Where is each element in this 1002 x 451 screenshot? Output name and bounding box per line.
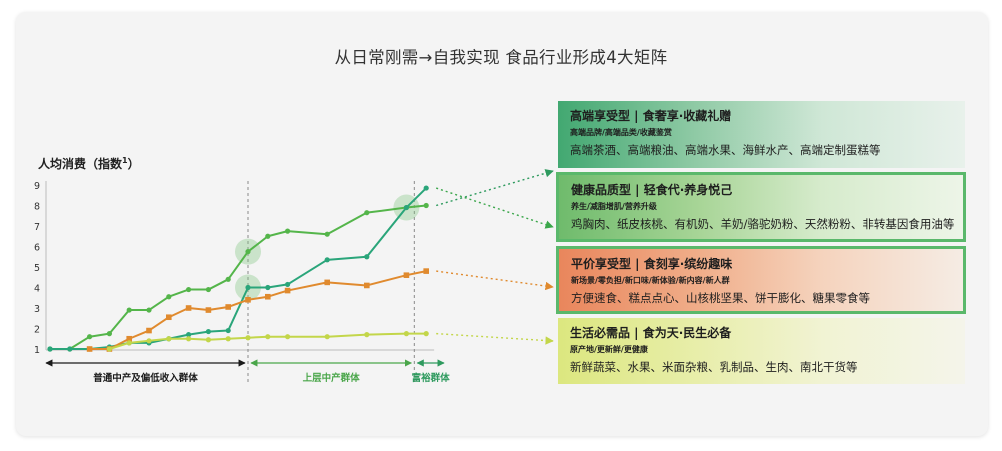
data-point bbox=[245, 249, 251, 255]
panel-items: 高端茶酒、高端粮油、高端水果、海鲜水产、高端定制蛋糕等 bbox=[570, 143, 881, 157]
panel-affordable-enjoyment: 平价享受型 | 食刻享·缤纷趣味 新场景/零负担/新口味/新体验/新内容/新人群… bbox=[556, 246, 966, 314]
data-point bbox=[186, 286, 192, 293]
data-point bbox=[324, 257, 330, 263]
data-point bbox=[423, 268, 429, 274]
data-point bbox=[205, 328, 211, 335]
y-tick-label: 4 bbox=[34, 284, 40, 295]
connector-arrow bbox=[435, 187, 554, 229]
data-point bbox=[166, 336, 172, 342]
panel-tags: 新场景/零负担/新口味/新体验/新内容/新人群 bbox=[571, 276, 730, 285]
data-point bbox=[87, 334, 93, 340]
data-point bbox=[324, 231, 330, 237]
data-point bbox=[265, 284, 271, 291]
data-point bbox=[225, 304, 231, 310]
data-point bbox=[423, 202, 429, 209]
y-tick-label: 2 bbox=[34, 325, 40, 336]
y-tick-label: 3 bbox=[34, 304, 40, 315]
chart-title: 从日常刚需→自我实现 食品行业形成4大矩阵 bbox=[334, 48, 668, 67]
data-point bbox=[225, 336, 231, 342]
y-axis-label: 人均消费（指数1） bbox=[38, 156, 140, 171]
data-point bbox=[205, 307, 212, 313]
data-point bbox=[265, 233, 271, 239]
series-line bbox=[109, 332, 427, 350]
data-point bbox=[106, 331, 112, 337]
data-point bbox=[86, 346, 93, 352]
data-point bbox=[166, 294, 172, 300]
data-point bbox=[364, 254, 370, 260]
panel-heading: 生活必需品 | 食为天·民生必备 bbox=[570, 326, 732, 340]
connector-arrow bbox=[436, 332, 554, 345]
data-point bbox=[166, 314, 172, 321]
group-label: 富裕群体 bbox=[412, 372, 451, 384]
data-point bbox=[403, 272, 410, 278]
data-point bbox=[403, 204, 409, 211]
panel-heading: 健康品质型 | 轻食代·养身悦己 bbox=[571, 183, 733, 197]
data-point bbox=[423, 185, 429, 191]
data-point bbox=[265, 293, 271, 300]
y-tick-label: 5 bbox=[34, 263, 40, 274]
data-point bbox=[364, 282, 370, 289]
data-point bbox=[245, 297, 251, 303]
data-point bbox=[285, 228, 291, 234]
data-point bbox=[403, 331, 409, 337]
y-tick-label: 9 bbox=[34, 181, 40, 192]
panel-items: 新鲜蔬菜、水果、米面杂粮、乳制品、生肉、南北干货等 bbox=[570, 360, 858, 374]
data-point bbox=[146, 327, 152, 334]
data-point bbox=[364, 210, 370, 216]
data-point bbox=[146, 307, 152, 313]
panel-items: 方便速食、糕点点心、山核桃坚果、饼干膨化、糖果零食等 bbox=[571, 291, 870, 305]
data-point bbox=[225, 327, 231, 334]
y-tick-label: 1 bbox=[34, 345, 40, 356]
panel-tags: 原产地/更新鲜/更健康 bbox=[570, 345, 648, 354]
data-point bbox=[285, 334, 291, 340]
panel-tags: 高端品牌/高端品类/收藏鉴赏 bbox=[570, 128, 672, 137]
data-point bbox=[106, 346, 112, 352]
data-point bbox=[205, 337, 211, 343]
y-tick-label: 8 bbox=[34, 202, 40, 213]
panel-heading: 平价享受型 | 食刻享·缤纷趣味 bbox=[571, 257, 733, 271]
data-point bbox=[205, 286, 211, 293]
data-point bbox=[126, 307, 132, 313]
data-point bbox=[423, 331, 429, 337]
connector-arrow bbox=[436, 270, 554, 291]
group-label: 普通中产及偏低收入群体 bbox=[93, 372, 198, 384]
data-point bbox=[364, 332, 370, 338]
data-point bbox=[225, 276, 231, 282]
y-tick-label: 7 bbox=[34, 222, 40, 233]
panel-health-quality: 健康品质型 | 轻食代·养身悦己 养生/减脂增肌/营养升级 鸡胸肉、纸皮核桃、有… bbox=[556, 172, 966, 242]
data-point bbox=[245, 335, 251, 341]
panel-high-end: 高端享受型 | 食奢享·收藏礼赠 高端品牌/高端品类/收藏鉴赏 高端茶酒、高端粮… bbox=[558, 101, 965, 168]
data-point bbox=[324, 279, 330, 286]
data-point bbox=[146, 338, 152, 344]
y-tick-label: 6 bbox=[34, 243, 40, 254]
data-point bbox=[185, 305, 192, 311]
data-point bbox=[186, 332, 192, 338]
data-point bbox=[265, 334, 271, 340]
panel-daily-necessities: 生活必需品 | 食为天·民生必备 原产地/更新鲜/更健康 新鲜蔬菜、水果、米面杂… bbox=[558, 318, 965, 384]
data-point bbox=[245, 284, 251, 291]
panel-heading: 高端享受型 | 食奢享·收藏礼赠 bbox=[570, 109, 732, 123]
series-line bbox=[50, 204, 427, 350]
data-point bbox=[126, 340, 132, 346]
connector-arrow bbox=[436, 169, 554, 207]
group-label: 上层中产群体 bbox=[303, 372, 361, 384]
data-point bbox=[47, 346, 53, 352]
panel-tags: 养生/减脂增肌/营养升级 bbox=[571, 202, 657, 211]
data-point bbox=[285, 281, 291, 288]
data-point bbox=[126, 335, 132, 342]
data-point bbox=[284, 287, 291, 294]
data-point bbox=[324, 334, 330, 340]
panel-items: 鸡胸肉、纸皮核桃、有机奶、羊奶/骆驼奶粉、天然粉粉、非转基因食用油等 bbox=[571, 217, 955, 231]
data-point bbox=[67, 346, 73, 352]
data-point bbox=[186, 336, 192, 342]
